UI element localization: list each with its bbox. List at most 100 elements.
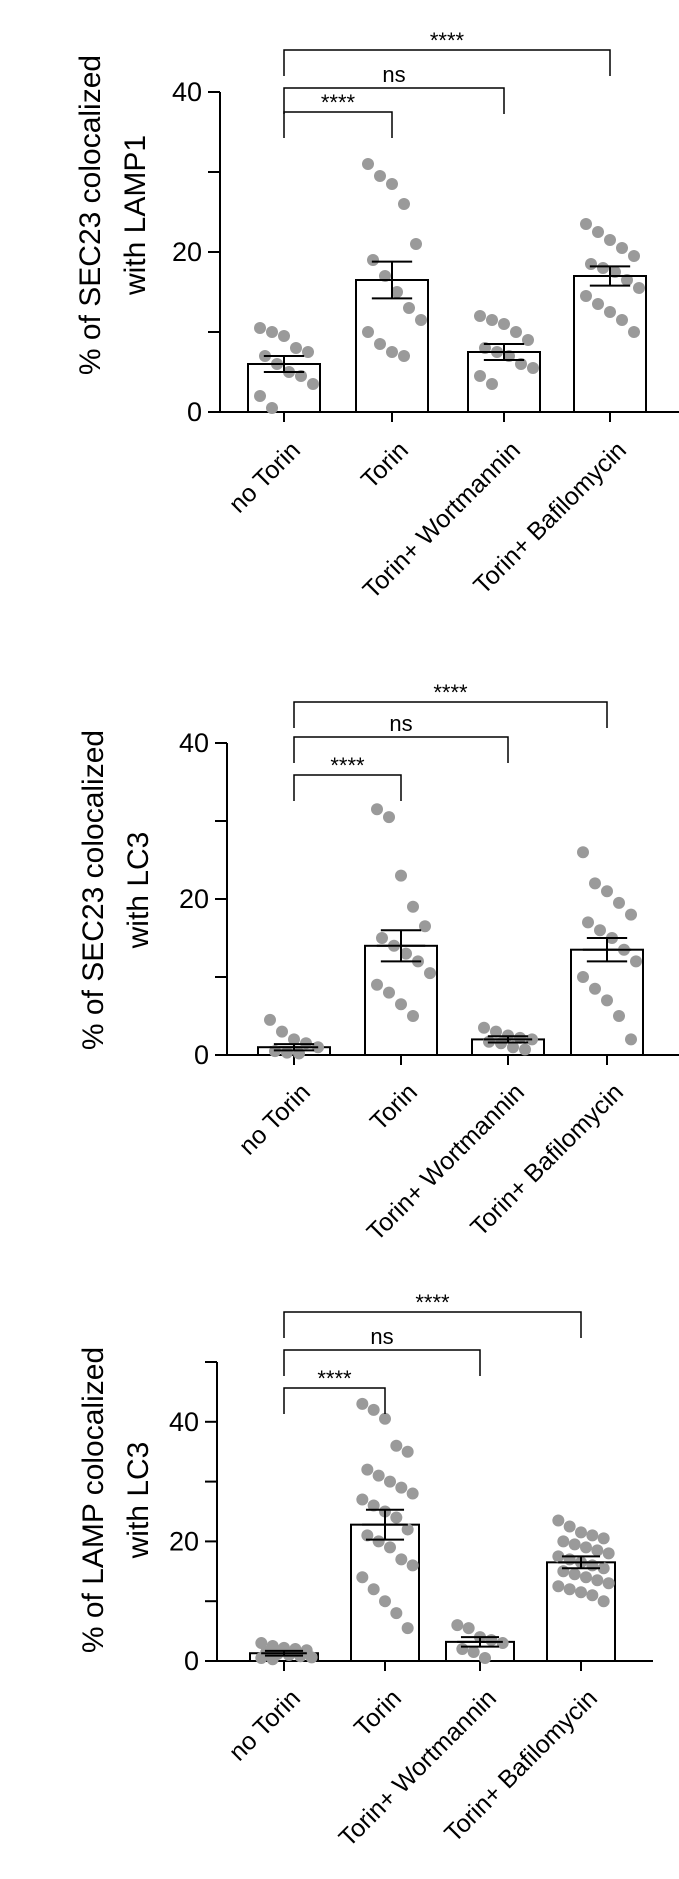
- data-point: [384, 1475, 396, 1488]
- data-point: [592, 226, 604, 238]
- data-point: [580, 290, 592, 302]
- data-point: [371, 978, 383, 991]
- data-point: [288, 1033, 300, 1046]
- significance-bracket: [293, 701, 608, 728]
- data-point: [356, 1493, 369, 1506]
- y-axis-label: with LC3: [122, 1442, 155, 1560]
- significance-label: ****: [433, 680, 468, 705]
- y-tick-label: 20: [169, 1526, 199, 1556]
- data-point: [592, 298, 604, 310]
- data-point: [514, 1031, 526, 1044]
- y-tick-label: 20: [172, 237, 202, 267]
- data-point: [591, 1544, 604, 1557]
- data-point: [474, 310, 486, 322]
- data-point: [386, 346, 398, 358]
- data-point: [395, 1553, 408, 1566]
- y-axis-label: with LAMP1: [119, 135, 152, 296]
- data-point: [266, 402, 278, 414]
- data-point: [390, 1439, 403, 1452]
- data-point: [604, 306, 616, 318]
- data-point: [395, 869, 407, 882]
- data-point: [386, 178, 398, 190]
- data-point: [496, 1637, 509, 1650]
- data-point: [281, 1046, 293, 1059]
- significance-label: ns: [370, 1324, 393, 1349]
- data-point: [302, 346, 314, 358]
- x-tick-label: Torin: [365, 1078, 423, 1136]
- data-point: [451, 1619, 464, 1632]
- data-point: [575, 1586, 587, 1599]
- data-point: [613, 1010, 625, 1022]
- significance-label: ****: [415, 1290, 450, 1315]
- data-point: [602, 1547, 615, 1560]
- data-point: [419, 920, 431, 933]
- data-point: [597, 1562, 610, 1575]
- y-axis-label: % of SEC23 colocalized: [77, 730, 110, 1050]
- data-point: [356, 1397, 369, 1410]
- data-point: [410, 238, 422, 250]
- data-point: [568, 1538, 581, 1551]
- data-point: [367, 1403, 380, 1416]
- data-point: [390, 1607, 403, 1620]
- data-point: [586, 1529, 599, 1542]
- data-point: [361, 1463, 374, 1476]
- data-point: [519, 1043, 531, 1056]
- data-point: [254, 390, 266, 402]
- significance-bracket: [283, 49, 611, 76]
- data-point: [379, 1595, 391, 1608]
- data-point: [395, 998, 407, 1011]
- data-point: [374, 170, 386, 182]
- significance-bracket: [283, 87, 505, 114]
- data-point: [589, 877, 601, 890]
- data-point: [361, 1529, 374, 1542]
- data-point: [424, 967, 436, 980]
- data-point: [474, 370, 486, 382]
- y-tick-label: 0: [187, 397, 202, 427]
- data-point: [486, 314, 498, 326]
- data-point: [407, 900, 419, 913]
- data-point: [374, 338, 386, 350]
- data-point: [485, 1634, 498, 1647]
- data-point: [486, 378, 498, 390]
- data-point: [586, 1589, 599, 1602]
- y-axis-label: % of LAMP colocalized: [77, 1347, 110, 1653]
- data-point: [356, 1571, 369, 1584]
- data-point: [498, 318, 510, 330]
- x-tick-label: no Torin: [234, 1078, 316, 1160]
- significance-bracket: [283, 1387, 386, 1414]
- chart-panel-2: % of SEC23 colocalized with LC3 0 20 40 no To…: [77, 680, 679, 1246]
- data-point: [407, 1010, 419, 1022]
- x-tick-label: Torin: [356, 436, 414, 494]
- data-point: [367, 1583, 380, 1596]
- significance-bracket: [293, 736, 509, 763]
- data-point: [384, 1541, 396, 1554]
- y-tick-label: 40: [172, 77, 202, 107]
- data-point: [290, 342, 302, 354]
- data-point: [602, 1577, 615, 1590]
- data-point: [633, 282, 645, 294]
- data-point: [401, 1445, 414, 1458]
- significance-bracket: [293, 774, 402, 801]
- bar: [350, 1523, 420, 1662]
- data-point: [507, 1041, 519, 1054]
- data-point: [591, 1574, 604, 1587]
- data-point: [401, 1622, 414, 1635]
- data-point: [577, 971, 589, 983]
- data-point: [305, 1651, 318, 1664]
- data-point: [604, 234, 616, 246]
- data-point: [372, 1469, 385, 1482]
- data-point: [278, 330, 290, 342]
- data-point: [628, 326, 640, 338]
- significance-label: ****: [430, 28, 465, 53]
- data-point: [255, 1652, 268, 1665]
- data-point: [577, 846, 589, 859]
- data-point: [371, 803, 383, 816]
- data-point: [594, 924, 606, 937]
- data-point: [367, 1499, 380, 1512]
- data-point: [628, 250, 640, 262]
- data-point: [264, 1013, 276, 1026]
- data-point: [589, 982, 601, 995]
- data-point: [390, 1511, 403, 1524]
- data-point: [490, 1025, 502, 1038]
